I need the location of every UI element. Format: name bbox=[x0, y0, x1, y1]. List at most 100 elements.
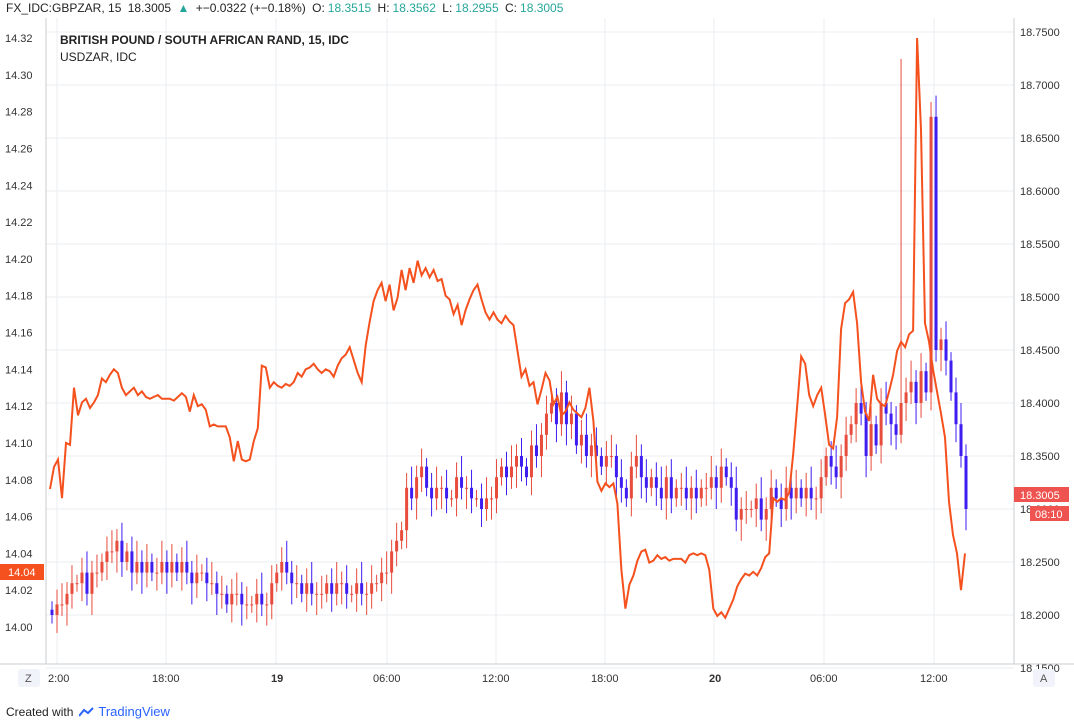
tradingview-logo-icon bbox=[79, 706, 95, 717]
candle-body bbox=[649, 477, 653, 488]
scale-z-button-bg[interactable] bbox=[18, 669, 40, 687]
candle-body bbox=[100, 562, 104, 573]
scale-z-button[interactable]: Z bbox=[18, 669, 40, 687]
candle-body bbox=[764, 509, 768, 520]
x-axis-tick-label: 2:00 bbox=[48, 673, 69, 685]
x-axis-tick-label: 18:00 bbox=[152, 673, 180, 685]
chart-area[interactable]: 14.32 14.30 14.28 14.26 14.24 14.22 14.20 14.18… bbox=[0, 18, 1074, 694]
candle-body bbox=[924, 371, 928, 393]
candle-body bbox=[954, 392, 958, 425]
left-axis-tick-label: 14.24 bbox=[5, 180, 33, 192]
chart-svg[interactable]: 14.32 14.30 14.28 14.26 14.24 14.22 14.20 14.18… bbox=[0, 18, 1074, 694]
candle-body bbox=[549, 403, 553, 414]
left-axis-tick-label: 14.16 bbox=[5, 328, 33, 340]
left-axis-tick-label: 14.22 bbox=[5, 217, 33, 229]
open-value: 18.3515 bbox=[327, 1, 372, 15]
candle-body bbox=[265, 604, 269, 606]
left-axis-tick-label: 14.12 bbox=[5, 401, 33, 413]
low-value: 18.2955 bbox=[455, 1, 499, 15]
candle-body bbox=[919, 371, 923, 403]
candle-body bbox=[744, 509, 748, 510]
candle-body bbox=[739, 509, 743, 520]
candle-body bbox=[894, 424, 898, 435]
candle-body bbox=[495, 477, 499, 499]
candle-body bbox=[310, 583, 314, 594]
auto-scale-button[interactable]: A bbox=[1033, 669, 1055, 687]
candle-body bbox=[165, 562, 169, 573]
candle-body bbox=[584, 434, 588, 456]
x-axis-tick-label: 06:00 bbox=[810, 673, 838, 685]
right-axis-tick-label: 18.7000 bbox=[1020, 80, 1060, 92]
candle-body bbox=[729, 477, 733, 488]
tradingview-brand: TradingView bbox=[98, 704, 170, 719]
auto-scale-button-bg[interactable] bbox=[1033, 669, 1055, 687]
x-axis-tick-label: 06:00 bbox=[373, 673, 401, 685]
candle-body bbox=[270, 583, 274, 605]
candle-body bbox=[709, 477, 713, 488]
close-label: C: bbox=[505, 1, 518, 15]
candle-body bbox=[569, 413, 573, 425]
candle-body bbox=[959, 424, 963, 456]
candle-body bbox=[180, 562, 184, 573]
candle-body bbox=[130, 551, 134, 573]
candle-body bbox=[849, 424, 853, 435]
candle-body bbox=[874, 424, 878, 446]
left-axis-tick-label: 14.10 bbox=[5, 438, 33, 450]
candle-body bbox=[260, 593, 264, 605]
candle-body bbox=[899, 403, 903, 435]
candle-body bbox=[475, 498, 479, 500]
left-axis-tick-label: 14.08 bbox=[5, 475, 33, 487]
candle-body bbox=[465, 487, 469, 489]
candle-body bbox=[809, 487, 813, 499]
high-label: H: bbox=[377, 1, 390, 15]
right-axis-tick-label: 18.6500 bbox=[1020, 133, 1060, 145]
candle-body bbox=[365, 593, 369, 595]
candle-body bbox=[285, 562, 289, 573]
candle-body bbox=[554, 403, 558, 425]
candle-body bbox=[435, 487, 439, 499]
candle-body bbox=[734, 487, 738, 520]
candle-body bbox=[335, 583, 339, 594]
candle-body bbox=[490, 498, 494, 500]
candle-body bbox=[829, 456, 833, 467]
candle-body bbox=[445, 487, 449, 499]
countdown-tag-bg bbox=[1030, 506, 1069, 521]
candle-body bbox=[125, 551, 129, 562]
candle-body bbox=[914, 381, 918, 403]
candle-body bbox=[485, 498, 489, 509]
candle-body bbox=[659, 487, 663, 499]
candle-body bbox=[794, 487, 798, 499]
candle-body bbox=[235, 593, 239, 595]
candle-body bbox=[55, 604, 59, 615]
left-axis-tick-label: 14.14 bbox=[5, 364, 33, 376]
candle-body bbox=[110, 551, 114, 553]
candle-body bbox=[220, 593, 224, 595]
candle-body bbox=[195, 572, 199, 584]
candle-body bbox=[480, 498, 484, 509]
chart-background bbox=[0, 18, 1074, 694]
candle-body bbox=[200, 572, 204, 574]
candle-body bbox=[814, 498, 818, 500]
candle-body bbox=[594, 445, 598, 456]
legend-main-series: BRITISH POUND / SOUTH AFRICAN RAND, 15, … bbox=[60, 33, 349, 47]
left-axis-tick-label: 14.32 bbox=[5, 33, 33, 45]
candle-body bbox=[255, 593, 259, 605]
candle-body bbox=[574, 413, 578, 446]
candle-body bbox=[879, 403, 883, 446]
candle-body bbox=[60, 604, 64, 606]
candle-body bbox=[694, 487, 698, 499]
candle-body bbox=[290, 572, 294, 584]
candle-body bbox=[704, 487, 708, 489]
candle-body bbox=[859, 403, 863, 414]
candle-body bbox=[789, 487, 793, 499]
countdown-tag-text: 08:10 bbox=[1035, 509, 1063, 521]
candle-body bbox=[460, 477, 464, 488]
candle-body bbox=[340, 583, 344, 585]
candle-body bbox=[395, 540, 399, 552]
right-axis-tick-label: 18.6000 bbox=[1020, 186, 1060, 198]
candle-body bbox=[215, 583, 219, 594]
candle-body bbox=[869, 424, 873, 456]
close-value: 18.3005 bbox=[520, 1, 564, 15]
tradingview-link[interactable]: TradingView bbox=[79, 704, 170, 719]
left-axis-tick-label: 14.30 bbox=[5, 70, 33, 82]
